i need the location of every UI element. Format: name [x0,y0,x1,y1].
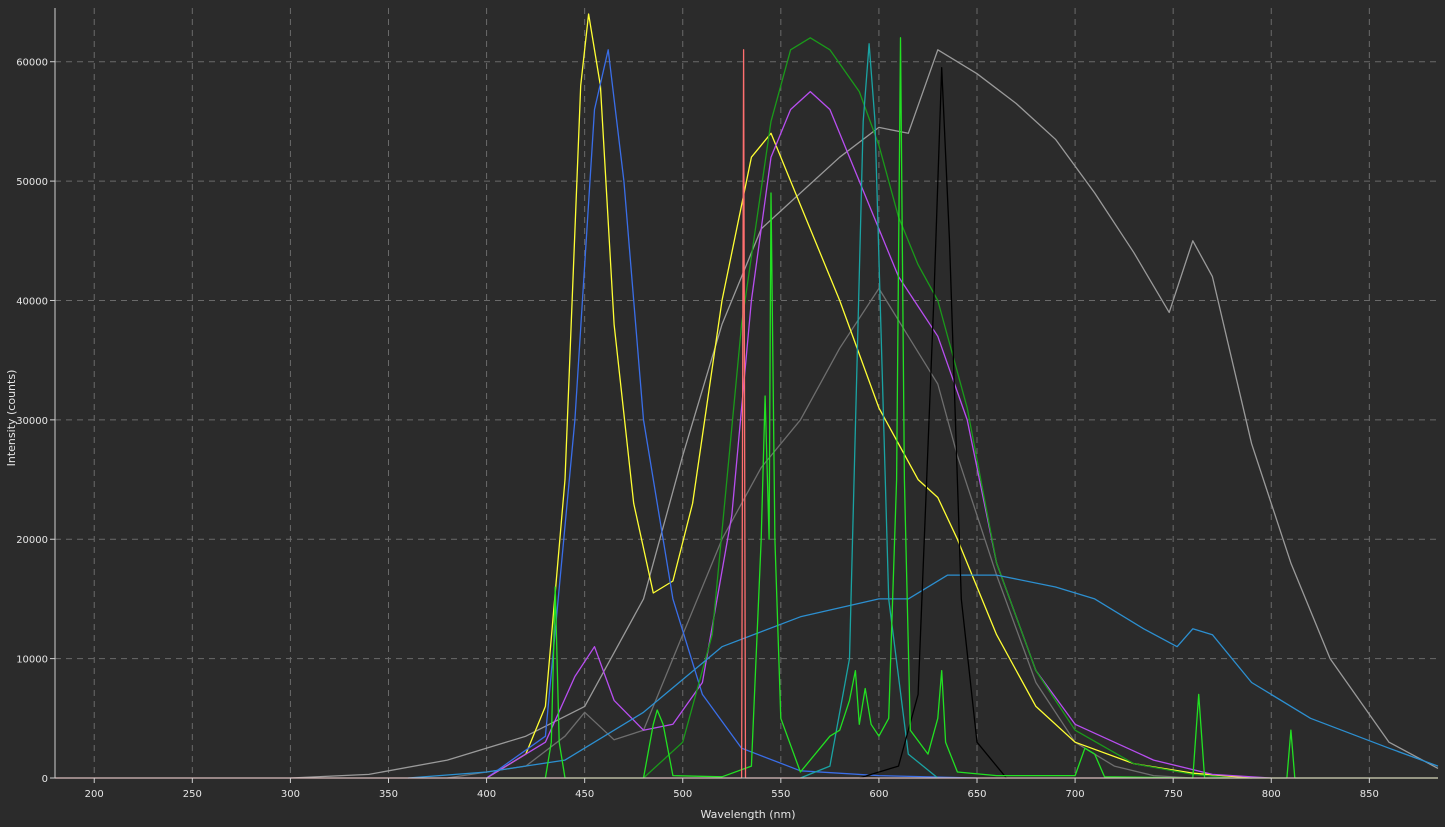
y-tick-label-4: 40000 [16,296,48,307]
x-tick-label-2: 300 [281,789,300,800]
y-tick-label-5: 50000 [16,177,48,188]
spectrum-line-6 [643,37,1233,779]
grid [55,8,1438,779]
x-tick-label-12: 800 [1262,789,1281,800]
x-tick-label-8: 600 [869,789,888,800]
spectrum-line-7 [408,574,1439,779]
x-tick-label-7: 550 [771,789,790,800]
x-tick-label-13: 850 [1360,789,1379,800]
x-tick-label-3: 350 [379,789,398,800]
y-tick-label-2: 20000 [16,535,48,546]
y-tick-label-0: 0 [42,774,48,785]
x-tick-label-4: 400 [477,789,496,800]
spectrum-line-9 [859,67,1007,779]
spectrum-line-1 [290,49,1439,779]
y-axis-label: Intensity (counts) [5,370,18,467]
spectrum-line-8 [800,43,939,779]
y-tick-label-6: 60000 [16,58,48,69]
spectrum-line-3 [486,13,1252,779]
x-tick-label-6: 500 [673,789,692,800]
axes: 200 250 300 350 400 450 500 550 600 650 700 750 800 8… [16,8,1438,800]
y-tick-label-1: 10000 [16,655,48,666]
spectrum-line-10 [486,37,1438,779]
x-tick-label-1: 250 [183,789,202,800]
x-tick-label-9: 650 [967,789,986,800]
x-tick-label-11: 750 [1164,789,1183,800]
x-tick-label-0: 200 [85,789,104,800]
spectrum-line-2 [447,287,1193,779]
x-tick-label-5: 450 [575,789,594,800]
y-tick-label-3: 30000 [16,416,48,427]
x-tick-label-10: 700 [1066,789,1085,800]
x-axis-label: Wavelength (nm) [700,808,795,821]
